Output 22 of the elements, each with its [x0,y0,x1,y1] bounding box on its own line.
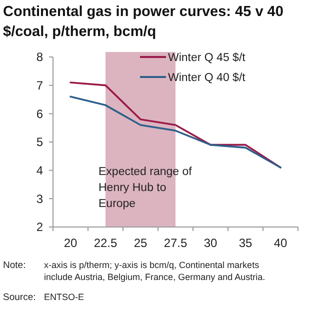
x-tick-label: 30 [204,236,218,250]
x-tick-label: 27.5 [164,236,188,250]
band-label: Expected range of Henry Hub to Europe [98,166,193,210]
y-tick-label: 5 [36,135,44,150]
y-tick-label: 7 [36,78,44,93]
y-tick-label: 2 [36,220,44,234]
y-tick-label: 8 [36,50,44,64]
x-tick-label: 25 [134,236,148,250]
line-series [70,96,282,168]
text: Note: x-axis is p/therm; y-axis is bcm/q, Continental markets include Austria, Belgium, France, Germany and Austria. [3,260,266,282]
x-tick-label: 20 [64,236,78,250]
legend-label: Winter Q 40 $/t [168,72,246,84]
x-tick-label: 35 [238,236,252,250]
legend-label: Winter Q 45 $/t [168,52,246,64]
source-note: Source: ENTSO-E [3,292,84,303]
line-series [70,82,282,168]
y-tick-label: 3 [36,192,44,206]
chart-title: Continental gas in power curves: 45 v 40 $/coal, p/therm, bcm/q [3,4,284,40]
y-tick-label: 4 [36,164,44,178]
x-tick-label: 22.5 [94,236,118,250]
y-tick-label: 6 [36,106,44,121]
x-tick-label: 40 [274,236,288,250]
